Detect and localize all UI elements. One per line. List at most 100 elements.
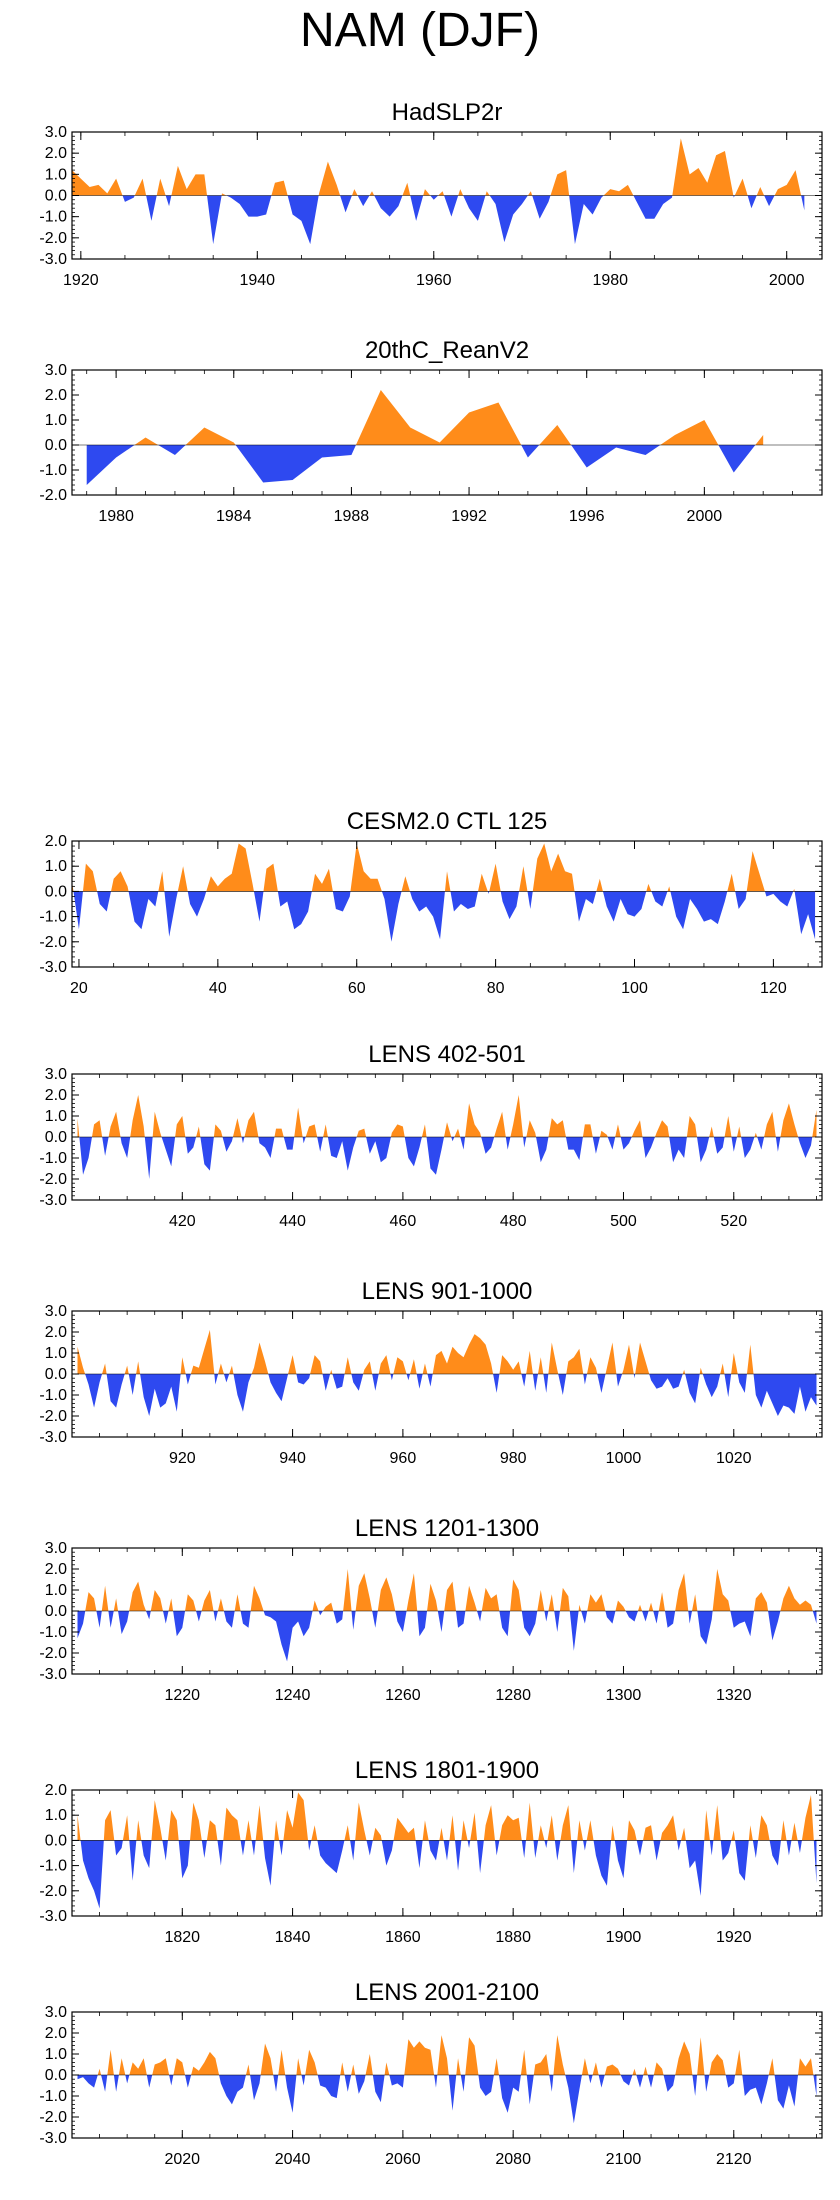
y-tick-label: -2.0: [39, 487, 67, 504]
x-tick-label: 1920: [716, 1929, 752, 1946]
positive-area: [77, 2035, 817, 2075]
negative-area: [72, 195, 805, 245]
x-tick-label: 100: [621, 980, 648, 997]
chart-title: 20thC_ReanV2: [365, 337, 529, 364]
y-tick-label: 2.0: [45, 145, 67, 162]
x-tick-label: 40: [209, 980, 227, 997]
chart-panel: LENS 1201-1300 3.0 2.0 1.0 0.0 -1.0 -2.0 -3.0 12…: [39, 1515, 823, 1704]
x-tick-label: 960: [390, 1450, 417, 1467]
y-tick-label: 2.0: [45, 387, 67, 404]
x-tick-label: 1300: [606, 1687, 642, 1704]
x-tick-label: 940: [279, 1450, 306, 1467]
x-tick-label: 1320: [716, 1687, 752, 1704]
y-tick-label: 1.0: [45, 858, 67, 875]
figure-title: NAM (DJF): [300, 4, 540, 57]
y-tick-label: 2.0: [45, 1087, 67, 1104]
chart-panel: LENS 1801-1900 2.0 1.0 0.0 -1.0 -2.0 -3.0 1820 1…: [39, 1757, 823, 1946]
y-tick-label: -2.0: [39, 1408, 67, 1425]
x-tick-label: 480: [500, 1213, 527, 1230]
y-tick-label: 0.0: [45, 1129, 67, 1146]
x-tick-label: 460: [390, 1213, 417, 1230]
x-tick-label: 420: [169, 1213, 196, 1230]
negative-area: [77, 1840, 817, 1909]
y-tick-label: 3.0: [45, 362, 67, 379]
positive-area: [72, 138, 805, 196]
y-tick-label: -1.0: [39, 1387, 67, 1404]
positive-area: [77, 1792, 817, 1841]
y-tick-label: 0.0: [45, 1832, 67, 1849]
x-tick-label: 1860: [385, 1929, 421, 1946]
y-tick-label: 0.0: [45, 1603, 67, 1620]
x-tick-label: 20: [70, 980, 88, 997]
y-tick-label: 2.0: [45, 833, 67, 850]
x-tick-label: 1988: [334, 508, 370, 525]
x-tick-label: 1260: [385, 1687, 421, 1704]
negative-area: [77, 1137, 817, 1179]
y-tick-label: 1.0: [45, 412, 67, 429]
y-tick-label: -2.0: [39, 934, 67, 951]
x-tick-label: 1820: [164, 1929, 200, 1946]
y-tick-label: 2.0: [45, 1782, 67, 1799]
chart-panel: LENS 901-1000 3.0 2.0 1.0 0.0 -1.0 -2.0 -3.0 920…: [39, 1278, 823, 1467]
chart-title: LENS 901-1000: [362, 1278, 533, 1305]
x-tick-label: 2000: [769, 272, 805, 289]
y-tick-label: -2.0: [39, 1645, 67, 1662]
x-tick-label: 2040: [275, 2151, 311, 2168]
x-tick-label: 1984: [216, 508, 252, 525]
x-tick-label: 1900: [606, 1929, 642, 1946]
negative-area: [77, 1611, 817, 1662]
y-tick-label: -2.0: [39, 1171, 67, 1188]
x-tick-label: 920: [169, 1450, 196, 1467]
negative-area: [77, 1374, 817, 1416]
chart-title: LENS 402-501: [368, 1041, 525, 1068]
y-tick-label: 0.0: [45, 437, 67, 454]
y-tick-label: -3.0: [39, 1666, 67, 1683]
x-tick-label: 2020: [164, 2151, 200, 2168]
x-tick-label: 520: [720, 1213, 747, 1230]
chart-panel: CESM2.0 CTL 125 2.0 1.0 0.0 -1.0 -2.0 -3.020 40…: [39, 808, 823, 997]
x-tick-label: 1220: [164, 1687, 200, 1704]
y-tick-label: -2.0: [39, 230, 67, 247]
x-tick-label: 1020: [716, 1450, 752, 1467]
x-tick-label: 2120: [716, 2151, 752, 2168]
x-tick-label: 1920: [63, 272, 99, 289]
y-tick-label: 3.0: [45, 1303, 67, 1320]
y-tick-label: -3.0: [39, 251, 67, 268]
x-tick-label: 1960: [416, 272, 452, 289]
y-tick-label: -1.0: [39, 462, 67, 479]
negative-area: [86, 445, 764, 485]
y-tick-label: 2.0: [45, 1561, 67, 1578]
positive-area: [86, 390, 764, 445]
y-tick-label: 3.0: [45, 1540, 67, 1557]
y-tick-label: 2.0: [45, 1324, 67, 1341]
y-tick-label: -2.0: [39, 1883, 67, 1900]
chart-panel: HadSLP2r 3.0 2.0 1.0 0.0 -1.0 -2.0 -3.0 1920 1940…: [39, 99, 823, 289]
x-tick-label: 1240: [275, 1687, 311, 1704]
x-tick-label: 1996: [569, 508, 605, 525]
x-tick-label: 60: [348, 980, 366, 997]
y-tick-label: 3.0: [45, 2004, 67, 2021]
x-tick-label: 2080: [495, 2151, 531, 2168]
y-tick-label: -3.0: [39, 1429, 67, 1446]
x-tick-label: 1840: [275, 1929, 311, 1946]
x-tick-label: 1880: [495, 1929, 531, 1946]
positive-area: [72, 843, 816, 892]
negative-area: [72, 891, 816, 942]
x-tick-label: 1980: [98, 508, 134, 525]
chart-panel: LENS 2001-2100 3.0 2.0 1.0 0.0 -1.0 -2.0 -3.0 20…: [39, 1979, 823, 2168]
x-tick-label: 1000: [606, 1450, 642, 1467]
y-tick-label: 0.0: [45, 2067, 67, 2084]
x-tick-label: 1940: [239, 272, 275, 289]
x-tick-label: 440: [279, 1213, 306, 1230]
plot-frame: [71, 1789, 823, 1917]
y-tick-label: -1.0: [39, 909, 67, 926]
negative-area: [77, 2075, 817, 2124]
x-tick-label: 500: [610, 1213, 637, 1230]
y-tick-label: 1.0: [45, 166, 67, 183]
positive-area: [77, 1329, 817, 1374]
x-tick-label: 1992: [451, 508, 487, 525]
y-tick-label: 2.0: [45, 2025, 67, 2042]
chart-title: CESM2.0 CTL 125: [347, 808, 548, 835]
y-tick-label: 1.0: [45, 1582, 67, 1599]
